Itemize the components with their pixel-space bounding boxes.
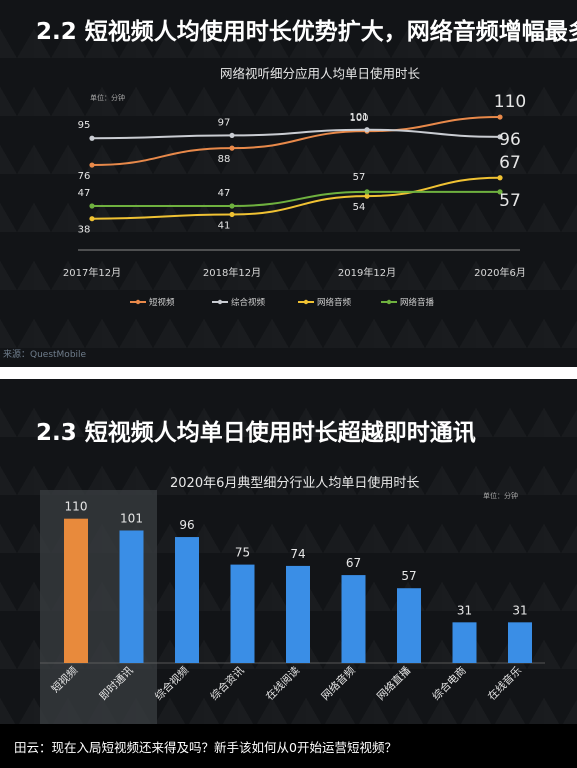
data-label: 95 (78, 120, 91, 131)
caption-text: 田云：现在入局短视频还来得及吗？新手该如何从0开始运营短视频？ (14, 740, 397, 755)
legend-entry: 网络音频 (317, 297, 352, 308)
bar-value-label: 96 (179, 518, 194, 532)
bar-chart-heading: 2.3 短视频人均单日使用时长超越即时通讯 (36, 420, 476, 446)
bar-value-label: 31 (512, 603, 527, 617)
data-label: 54 (353, 202, 366, 213)
legend-marker (135, 299, 141, 305)
data-point (229, 145, 235, 151)
data-label: 67 (499, 153, 521, 173)
data-point (497, 175, 503, 181)
data-label: 96 (499, 130, 521, 150)
x-tick-label: 网络音频 (319, 664, 358, 703)
x-tick-label: 2018年12月 (203, 266, 261, 279)
bar-value-label: 75 (235, 546, 250, 560)
data-point (497, 114, 503, 120)
bar (397, 588, 421, 663)
data-label: 57 (353, 172, 366, 183)
bar-chart: 110短视频101即时通讯96综合视频75综合资讯74在线阅读67网络音频57网… (40, 490, 545, 724)
data-point (89, 203, 95, 209)
bar (286, 565, 310, 663)
data-point (89, 135, 95, 141)
data-label: 100 (349, 113, 368, 124)
bar-value-label: 74 (290, 547, 305, 561)
legend-entry: 综合视频 (231, 297, 266, 308)
bar-value-label: 67 (346, 556, 361, 570)
data-point (364, 127, 370, 133)
data-label: 76 (78, 171, 91, 182)
legend-marker (217, 299, 223, 305)
x-tick-label: 2017年12月 (63, 266, 121, 279)
bar-value-label: 101 (120, 511, 143, 525)
data-label: 41 (218, 220, 231, 231)
data-label: 47 (78, 188, 91, 199)
x-tick-label: 综合资讯 (208, 664, 247, 703)
data-label: 97 (218, 117, 231, 128)
x-tick-label: 2020年6月 (474, 266, 526, 279)
x-tick-label: 在线阅读 (263, 664, 302, 703)
data-point (89, 216, 95, 222)
bar-chart-title: 2020年6月典型细分行业人均单日使用时长 (170, 476, 420, 491)
bar-value-label: 110 (65, 500, 88, 514)
data-label: 101 (349, 112, 368, 123)
x-tick-label: 综合电商 (430, 664, 469, 703)
line-chart: 2017年12月 2018年12月 2019年12月 2020年6月 76 88 100 11… (63, 92, 526, 308)
data-point (497, 189, 503, 195)
x-tick-label: 2019年12月 (338, 266, 396, 279)
bar (452, 622, 477, 663)
bar (64, 518, 88, 663)
bar-value-label: 57 (401, 569, 416, 583)
line-chart-panel: 2.2 短视频人均使用时长优势扩大，网络音频增幅最多 网络视听细分应用人均单日使… (0, 0, 577, 367)
x-tick-label: 网络直播 (374, 664, 413, 703)
legend-entry: 网络音播 (400, 297, 435, 308)
data-point (89, 162, 95, 168)
data-point (364, 189, 370, 195)
legend-marker (303, 299, 309, 305)
line-chart-unit: 单位：分钟 (90, 94, 125, 102)
legend-marker (386, 299, 392, 305)
bar-chart-panel: 2.3 短视频人均单日使用时长超越即时通讯 2020年6月典型细分行业人均单日使… (0, 379, 577, 724)
bar (119, 530, 144, 663)
data-label: 47 (218, 188, 231, 199)
x-tick-label: 综合视频 (152, 664, 191, 703)
legend-entry: 短视频 (149, 297, 175, 308)
data-label: 88 (218, 154, 231, 165)
data-label: 110 (494, 92, 526, 112)
line-chart-heading: 2.2 短视频人均使用时长优势扩大，网络音频增幅最多 (36, 19, 577, 45)
bar (230, 564, 255, 663)
series-line-1 (91, 128, 501, 140)
bar (175, 537, 199, 663)
series-line-3 (92, 190, 500, 207)
line-chart-title: 网络视听细分应用人均单日使用时长 (220, 66, 421, 81)
data-point (229, 203, 235, 209)
data-label: 57 (499, 191, 521, 211)
data-label: 38 (78, 225, 91, 236)
bar (341, 575, 366, 663)
x-tick-label: 在线音乐 (485, 664, 524, 703)
data-point (229, 211, 235, 218)
series-line-0 (91, 116, 501, 167)
bar-value-label: 31 (457, 603, 472, 617)
data-point (497, 134, 503, 140)
data-point (364, 193, 370, 199)
data-point (229, 132, 235, 139)
bar (508, 622, 532, 663)
line-chart-source: 来源：QuestMobile (3, 350, 87, 360)
panel-divider (0, 367, 577, 379)
bar-chart-unit: 单位：分钟 (483, 492, 518, 500)
series-line-2 (91, 176, 501, 220)
image-caption: 田云：现在入局短视频还来得及吗？新手该如何从0开始运营短视频？ (0, 724, 577, 768)
